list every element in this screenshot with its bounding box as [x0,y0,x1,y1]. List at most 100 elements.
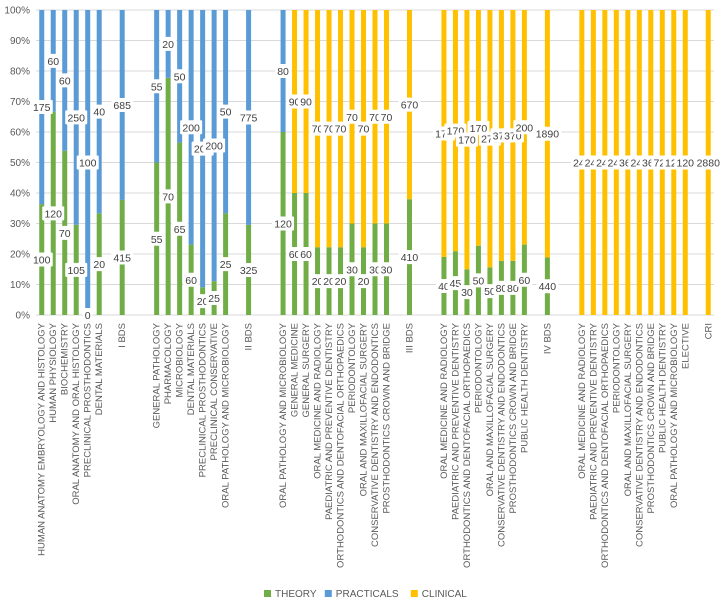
data-label-bg [398,250,421,265]
data-label: 80 [496,283,508,295]
data-label-bg [111,97,134,112]
data-label: 50 [220,107,232,119]
data-label: 30 [381,264,393,276]
data-label-bg [111,250,134,265]
data-label: 90 [300,97,312,109]
data-label: 30 [369,264,381,276]
x-tick-label: ORAL MEDICINE AND RADIOLOGY [313,322,324,479]
y-tick-label: 40% [10,189,30,200]
data-label: 70 [312,124,324,136]
data-label-bg [237,262,260,277]
legend-swatch [264,590,271,597]
data-label: 60 [289,249,301,261]
data-label-bg [237,110,260,125]
x-tick-label: HUMAN PHYSIOLOGY [48,322,59,422]
x-tick-label: PAEDIATRIC AND PREVENTIVE DENTISTRY [588,322,599,520]
data-label-bg [217,257,234,272]
y-tick-label: 70% [10,97,30,108]
x-tick-label: ORTHODONTICS AND DENTOFACIAL ORTHOPAEDIC… [336,323,347,568]
data-label: 55 [151,234,163,246]
x-tick-label: II BDS [244,323,255,350]
data-label-bg [470,273,487,288]
data-label: 2880 [697,158,720,170]
data-label-bg [332,121,349,136]
data-label: 100 [33,255,51,267]
x-tick-label: ORAL PATHOLOGY AND MICROBIOLOGY [221,322,232,508]
data-label: 70 [381,112,393,124]
data-label: 60 [519,275,531,287]
data-label-bg [298,247,315,261]
y-tick-label: 0% [16,311,31,322]
data-label: 60 [300,249,312,261]
x-tick-label: PAEDIATRIC AND PREVENTIVE DENTISTRY [450,322,461,520]
data-label-bg [56,73,73,88]
data-label: 685 [113,100,131,112]
data-label: 20 [197,296,209,308]
data-label: 60 [47,56,59,68]
data-label-bg [171,69,188,84]
data-label: 40 [438,281,450,293]
x-tick-label: PROSTHODONTICS CROWN AND BRIDGE [508,323,519,514]
data-label: 80 [507,283,519,295]
data-label: 40 [93,107,105,119]
data-label: 175 [33,102,51,114]
data-label: 70 [346,112,358,124]
data-label: 20 [323,276,335,288]
data-label: 120 [677,158,695,170]
data-label-bg [344,109,361,124]
data-label-bg [91,104,108,119]
x-tick-label: ORTHODONTICS AND DENTOFACIAL ORTHOPAEDIC… [462,323,473,568]
x-tick-label: PAEDIATRIC AND PREVENTIVE DENTISTRY [324,322,335,520]
y-tick-label: 60% [10,128,30,139]
data-label-bg [355,274,372,289]
data-label-bg [458,285,475,300]
x-tick-label: CONSERVATIVE DENTISTRY AND ENDODONTICS [496,323,507,547]
data-label-bg [355,121,372,136]
x-tick-label: GENERAL MEDICINE [290,323,301,417]
x-tick-label: ORAL MEDICINE AND RADIOLOGY [577,322,588,479]
x-tick-label: I BDS [117,323,128,348]
x-tick-label: ORAL AND MAXILLOFACIAL SURGERY [359,322,370,496]
y-tick-label: 20% [10,250,30,261]
x-tick-label: IV BDS [542,323,553,354]
x-tick-label: DENTAL MATERIALS [94,323,105,415]
x-tick-label: PERIODONTOLOGY [473,322,484,413]
data-label-bg [45,53,62,68]
data-label: 105 [67,265,85,277]
x-tick-label: ELECTIVE [680,323,691,369]
data-label-bg [674,155,697,170]
data-label: 60 [59,75,71,87]
x-tick-label: MICROBIOLOGY [175,322,186,397]
data-label: 50 [484,286,496,298]
y-tick-label: 80% [10,67,30,78]
data-label-bg [536,279,559,294]
legend-swatch [324,590,332,597]
data-label-bg [30,100,53,115]
y-tick-label: 100% [4,6,30,17]
data-label: 325 [240,265,258,277]
data-label-bg [217,104,234,119]
legend-label: PRACTICALS [336,589,399,600]
data-label-bg [30,252,53,267]
data-label: 170 [458,135,476,147]
data-label: 80 [277,66,289,78]
data-label-bg [56,225,73,240]
legend-label: CLINICAL [422,589,467,600]
data-label-bg [513,120,536,135]
data-label: 65 [174,224,186,236]
data-label-bg [65,262,88,277]
data-label: 200 [516,122,534,134]
data-label: 100 [79,158,97,170]
x-tick-label: PHARMACOLOGY [163,322,174,404]
x-tick-label: PRECLINICAL PROSTHODONTICS [198,323,209,477]
data-label: 775 [240,112,258,124]
x-tick-label: PROSTHODONTICS CROWN AND BRIDGE [381,323,392,514]
data-label-bg [148,79,165,94]
data-label: 415 [113,252,131,264]
data-label: 250 [67,112,85,124]
data-label-bg [171,221,188,236]
data-label: 30 [346,264,358,276]
data-label-bg [467,120,490,135]
